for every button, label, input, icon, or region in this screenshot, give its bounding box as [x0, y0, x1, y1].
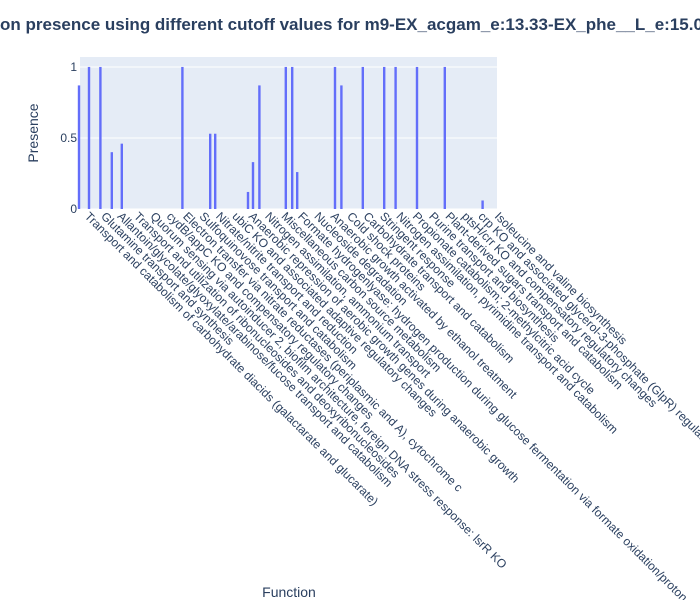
- bar: [443, 66, 446, 209]
- bar: [333, 66, 337, 209]
- bar: [258, 85, 261, 209]
- bar: [340, 85, 343, 209]
- bar: [77, 85, 81, 209]
- y-tick-label: 0: [70, 202, 77, 216]
- chart-title: on presence using different cutoff value…: [0, 15, 700, 34]
- x-axis-title: Function: [262, 584, 316, 600]
- bar: [296, 172, 299, 209]
- x-tick-label: Plant-derived sugars transport and catab…: [443, 209, 626, 392]
- bar: [291, 66, 294, 209]
- bar: [284, 66, 287, 209]
- bar: [361, 66, 364, 209]
- bar: [394, 66, 397, 209]
- bar: [383, 66, 386, 209]
- bar: [481, 200, 484, 209]
- bar: [251, 162, 255, 209]
- bar: [99, 66, 102, 209]
- bar: [87, 66, 91, 209]
- y-tick-label: 1: [70, 60, 77, 74]
- bar: [120, 143, 123, 209]
- y-tick-label: 0.5: [60, 131, 77, 145]
- plot-background: [80, 57, 497, 209]
- bar: [181, 66, 184, 209]
- bar: [209, 133, 212, 209]
- y-axis-title: Presence: [25, 103, 41, 162]
- bar: [110, 152, 113, 209]
- bar: [246, 191, 250, 209]
- bar: [214, 133, 217, 209]
- bar: [415, 66, 419, 209]
